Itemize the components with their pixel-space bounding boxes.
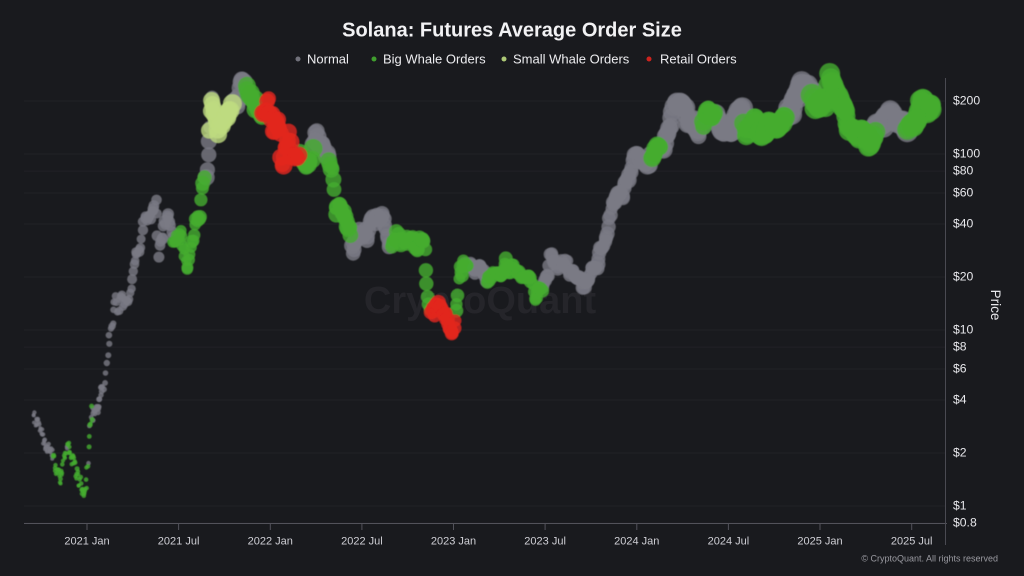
- svg-text:2022 Jan: 2022 Jan: [248, 536, 293, 548]
- svg-text:© CryptoQuant. All rights rese: © CryptoQuant. All rights reserved: [861, 554, 998, 564]
- svg-text:$2: $2: [953, 446, 967, 460]
- svg-text:$40: $40: [953, 217, 974, 231]
- svg-text:$0.8: $0.8: [953, 516, 977, 530]
- svg-text:CryptoQuant: CryptoQuant: [364, 280, 597, 322]
- svg-text:$200: $200: [953, 94, 980, 108]
- svg-text:$100: $100: [953, 147, 980, 161]
- svg-text:Big Whale Orders: Big Whale Orders: [383, 52, 486, 67]
- svg-text:$6: $6: [953, 362, 967, 376]
- svg-text:2021 Jul: 2021 Jul: [158, 536, 200, 548]
- svg-text:$1: $1: [953, 499, 967, 513]
- svg-text:2024 Jul: 2024 Jul: [708, 536, 750, 548]
- svg-text:2023 Jul: 2023 Jul: [524, 536, 566, 548]
- svg-text:Price: Price: [988, 290, 1003, 321]
- svg-text:2023 Jan: 2023 Jan: [431, 536, 476, 548]
- svg-text:$10: $10: [953, 323, 974, 337]
- svg-text:Retail Orders: Retail Orders: [660, 52, 737, 67]
- svg-text:$20: $20: [953, 270, 974, 284]
- svg-text:$8: $8: [953, 340, 967, 354]
- svg-text:$4: $4: [953, 393, 967, 407]
- svg-text:2025 Jul: 2025 Jul: [891, 536, 933, 548]
- svg-text:2024 Jan: 2024 Jan: [614, 536, 659, 548]
- svg-text:Small Whale Orders: Small Whale Orders: [513, 52, 630, 67]
- svg-text:2021 Jan: 2021 Jan: [64, 536, 109, 548]
- svg-text:$60: $60: [953, 186, 974, 200]
- svg-text:2022 Jul: 2022 Jul: [341, 536, 383, 548]
- svg-text:Normal: Normal: [307, 52, 349, 67]
- svg-text:Solana: Futures Average Order: Solana: Futures Average Order Size: [342, 20, 682, 42]
- svg-text:2025 Jan: 2025 Jan: [797, 536, 842, 548]
- svg-text:$80: $80: [953, 164, 974, 178]
